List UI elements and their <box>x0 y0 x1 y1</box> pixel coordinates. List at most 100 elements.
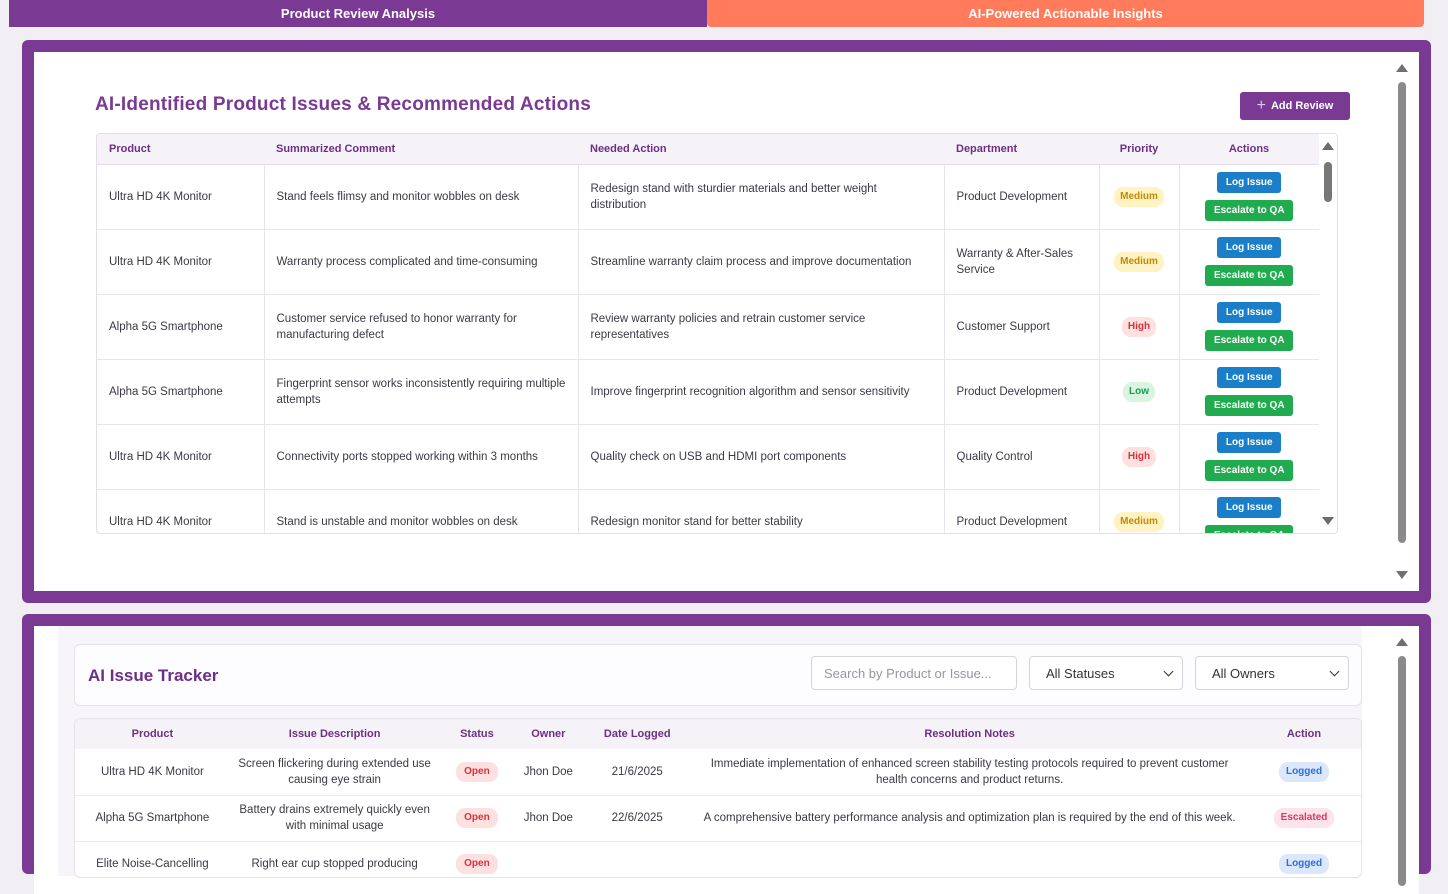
owner-filter-value: All Owners <box>1212 666 1275 681</box>
needed-action-cell: Streamline warranty claim process and im… <box>578 229 945 295</box>
add-review-button[interactable]: + Add Review <box>1240 92 1350 120</box>
action-cell: Escalated <box>1247 795 1361 842</box>
scroll-down-icon[interactable] <box>1322 517 1334 525</box>
table-row: Ultra HD 4K Monitor Warranty process comp… <box>97 229 1319 295</box>
needed-action-cell: Quality check on USB and HDMI port compo… <box>578 424 945 490</box>
department-cell: Quality Control <box>944 424 1100 490</box>
tracker-panel: AI Issue Tracker Search by Product or Is… <box>58 626 1362 878</box>
owner-cell: Jhon Doe <box>514 795 583 842</box>
description-cell: Screen flickering during extended use ca… <box>229 749 440 796</box>
action-badge[interactable]: Logged <box>1278 854 1330 874</box>
status-cell: Open <box>439 795 515 842</box>
actions-cell: Log Issue Escalate to QA <box>1179 164 1319 230</box>
tab-ai-insights[interactable]: AI-Powered Actionable Insights <box>707 0 1424 27</box>
needed-action-cell: Redesign monitor stand for better stabil… <box>578 489 945 533</box>
col-actions: Actions <box>1179 134 1319 165</box>
search-input[interactable]: Search by Product or Issue... <box>811 656 1017 690</box>
col-product: Product <box>75 719 230 749</box>
table-row: Alpha 5G Smartphone Battery drains extrem… <box>75 795 1361 842</box>
escalate-to-qa-button[interactable]: Escalate to QA <box>1205 460 1294 481</box>
escalate-to-qa-button[interactable]: Escalate to QA <box>1205 525 1294 533</box>
table-row: Ultra HD 4K Monitor Stand is unstable and… <box>97 489 1319 533</box>
escalate-to-qa-button[interactable]: Escalate to QA <box>1205 330 1294 351</box>
scroll-up-icon[interactable] <box>1396 638 1408 646</box>
actions-cell: Log Issue Escalate to QA <box>1179 489 1319 533</box>
product-cell: Ultra HD 4K Monitor <box>75 749 230 796</box>
action-cell: Logged <box>1247 841 1361 877</box>
log-issue-button[interactable]: Log Issue <box>1217 497 1282 518</box>
owner-filter-select[interactable]: All Owners <box>1195 656 1349 690</box>
scroll-thumb[interactable] <box>1398 82 1406 543</box>
col-priority: Priority <box>1099 134 1179 165</box>
comment-cell: Warranty process complicated and time-co… <box>264 229 579 295</box>
priority-cell: High <box>1099 424 1180 490</box>
priority-badge: Low <box>1123 381 1155 402</box>
action-cell: Logged <box>1247 749 1361 796</box>
date-cell: 21/6/2025 <box>582 749 693 796</box>
log-issue-button[interactable]: Log Issue <box>1217 432 1282 453</box>
priority-badge: Medium <box>1114 186 1164 207</box>
actions-cell: Log Issue Escalate to QA <box>1179 294 1319 360</box>
scroll-thumb[interactable] <box>1398 656 1406 886</box>
issues-table-scrollbar[interactable] <box>1321 140 1335 527</box>
department-cell: Product Development <box>944 359 1100 425</box>
notes-cell: Immediate implementation of enhanced scr… <box>692 749 1248 796</box>
product-cell: Ultra HD 4K Monitor <box>97 164 265 230</box>
plus-icon: + <box>1256 97 1266 114</box>
tracker-table: Product Issue Description Status Owner D… <box>75 719 1361 877</box>
scroll-up-icon[interactable] <box>1322 142 1334 150</box>
scroll-thumb[interactable] <box>1324 162 1332 202</box>
col-issue-description: Issue Description <box>229 719 440 749</box>
actions-cell: Log Issue Escalate to QA <box>1179 359 1319 425</box>
status-cell: Open <box>439 841 515 877</box>
product-cell: Alpha 5G Smartphone <box>97 359 265 425</box>
priority-cell: Low <box>1099 359 1180 425</box>
table-row: Ultra HD 4K Monitor Connectivity ports st… <box>97 424 1319 490</box>
comment-cell: Connectivity ports stopped working withi… <box>264 424 579 490</box>
scroll-up-icon[interactable] <box>1396 64 1408 72</box>
needed-action-cell: Redesign stand with sturdier materials a… <box>578 164 945 230</box>
priority-badge: Medium <box>1114 511 1164 532</box>
status-filter-select[interactable]: All Statuses <box>1029 656 1183 690</box>
product-cell: Elite Noise-Cancelling <box>75 841 230 877</box>
needed-action-cell: Review warranty policies and retrain cus… <box>578 294 945 360</box>
date-cell: 22/6/2025 <box>582 795 693 842</box>
scroll-down-icon[interactable] <box>1396 571 1408 579</box>
owner-cell: Jhon Doe <box>514 749 583 796</box>
tracker-toolbar: AI Issue Tracker Search by Product or Is… <box>74 644 1362 706</box>
tracker-title: AI Issue Tracker <box>88 666 219 685</box>
priority-badge: High <box>1121 446 1157 467</box>
action-badge[interactable]: Escalated <box>1273 808 1335 828</box>
issues-header-row: Product Summarized Comment Needed Action… <box>97 134 1319 165</box>
col-action: Action <box>1247 719 1361 749</box>
log-issue-button[interactable]: Log Issue <box>1217 237 1282 258</box>
action-badge[interactable]: Logged <box>1278 761 1330 782</box>
col-department: Department <box>944 134 1099 165</box>
escalate-to-qa-button[interactable]: Escalate to QA <box>1205 200 1294 221</box>
chevron-down-icon <box>1163 666 1174 677</box>
product-cell: Alpha 5G Smartphone <box>97 294 265 360</box>
log-issue-button[interactable]: Log Issue <box>1217 367 1282 388</box>
table-row: Elite Noise-Cancelling Right ear cup stop… <box>75 841 1361 877</box>
priority-badge: High <box>1121 316 1157 337</box>
log-issue-button[interactable]: Log Issue <box>1217 302 1282 323</box>
issues-panel-scrollbar[interactable] <box>1395 60 1409 583</box>
priority-cell: Medium <box>1099 229 1180 295</box>
priority-cell: Medium <box>1099 489 1180 533</box>
col-product: Product <box>97 134 264 165</box>
actions-cell: Log Issue Escalate to QA <box>1179 229 1319 295</box>
issues-title: AI-Identified Product Issues & Recommend… <box>95 94 591 115</box>
escalate-to-qa-button[interactable]: Escalate to QA <box>1205 265 1294 286</box>
actions-cell: Log Issue Escalate to QA <box>1179 424 1319 490</box>
product-cell: Ultra HD 4K Monitor <box>97 489 265 533</box>
col-comment: Summarized Comment <box>264 134 578 165</box>
owner-cell <box>514 841 583 877</box>
log-issue-button[interactable]: Log Issue <box>1217 172 1282 193</box>
escalate-to-qa-button[interactable]: Escalate to QA <box>1205 395 1294 416</box>
tab-product-review-analysis[interactable]: Product Review Analysis <box>9 0 707 27</box>
product-cell: Ultra HD 4K Monitor <box>97 424 265 490</box>
tracker-panel-scrollbar[interactable] <box>1395 634 1409 886</box>
table-row: Ultra HD 4K Monitor Stand feels flimsy an… <box>97 164 1319 230</box>
tracker-table-container: Product Issue Description Status Owner D… <box>74 718 1362 878</box>
issues-panel: AI-Identified Product Issues & Recommend… <box>34 52 1419 591</box>
